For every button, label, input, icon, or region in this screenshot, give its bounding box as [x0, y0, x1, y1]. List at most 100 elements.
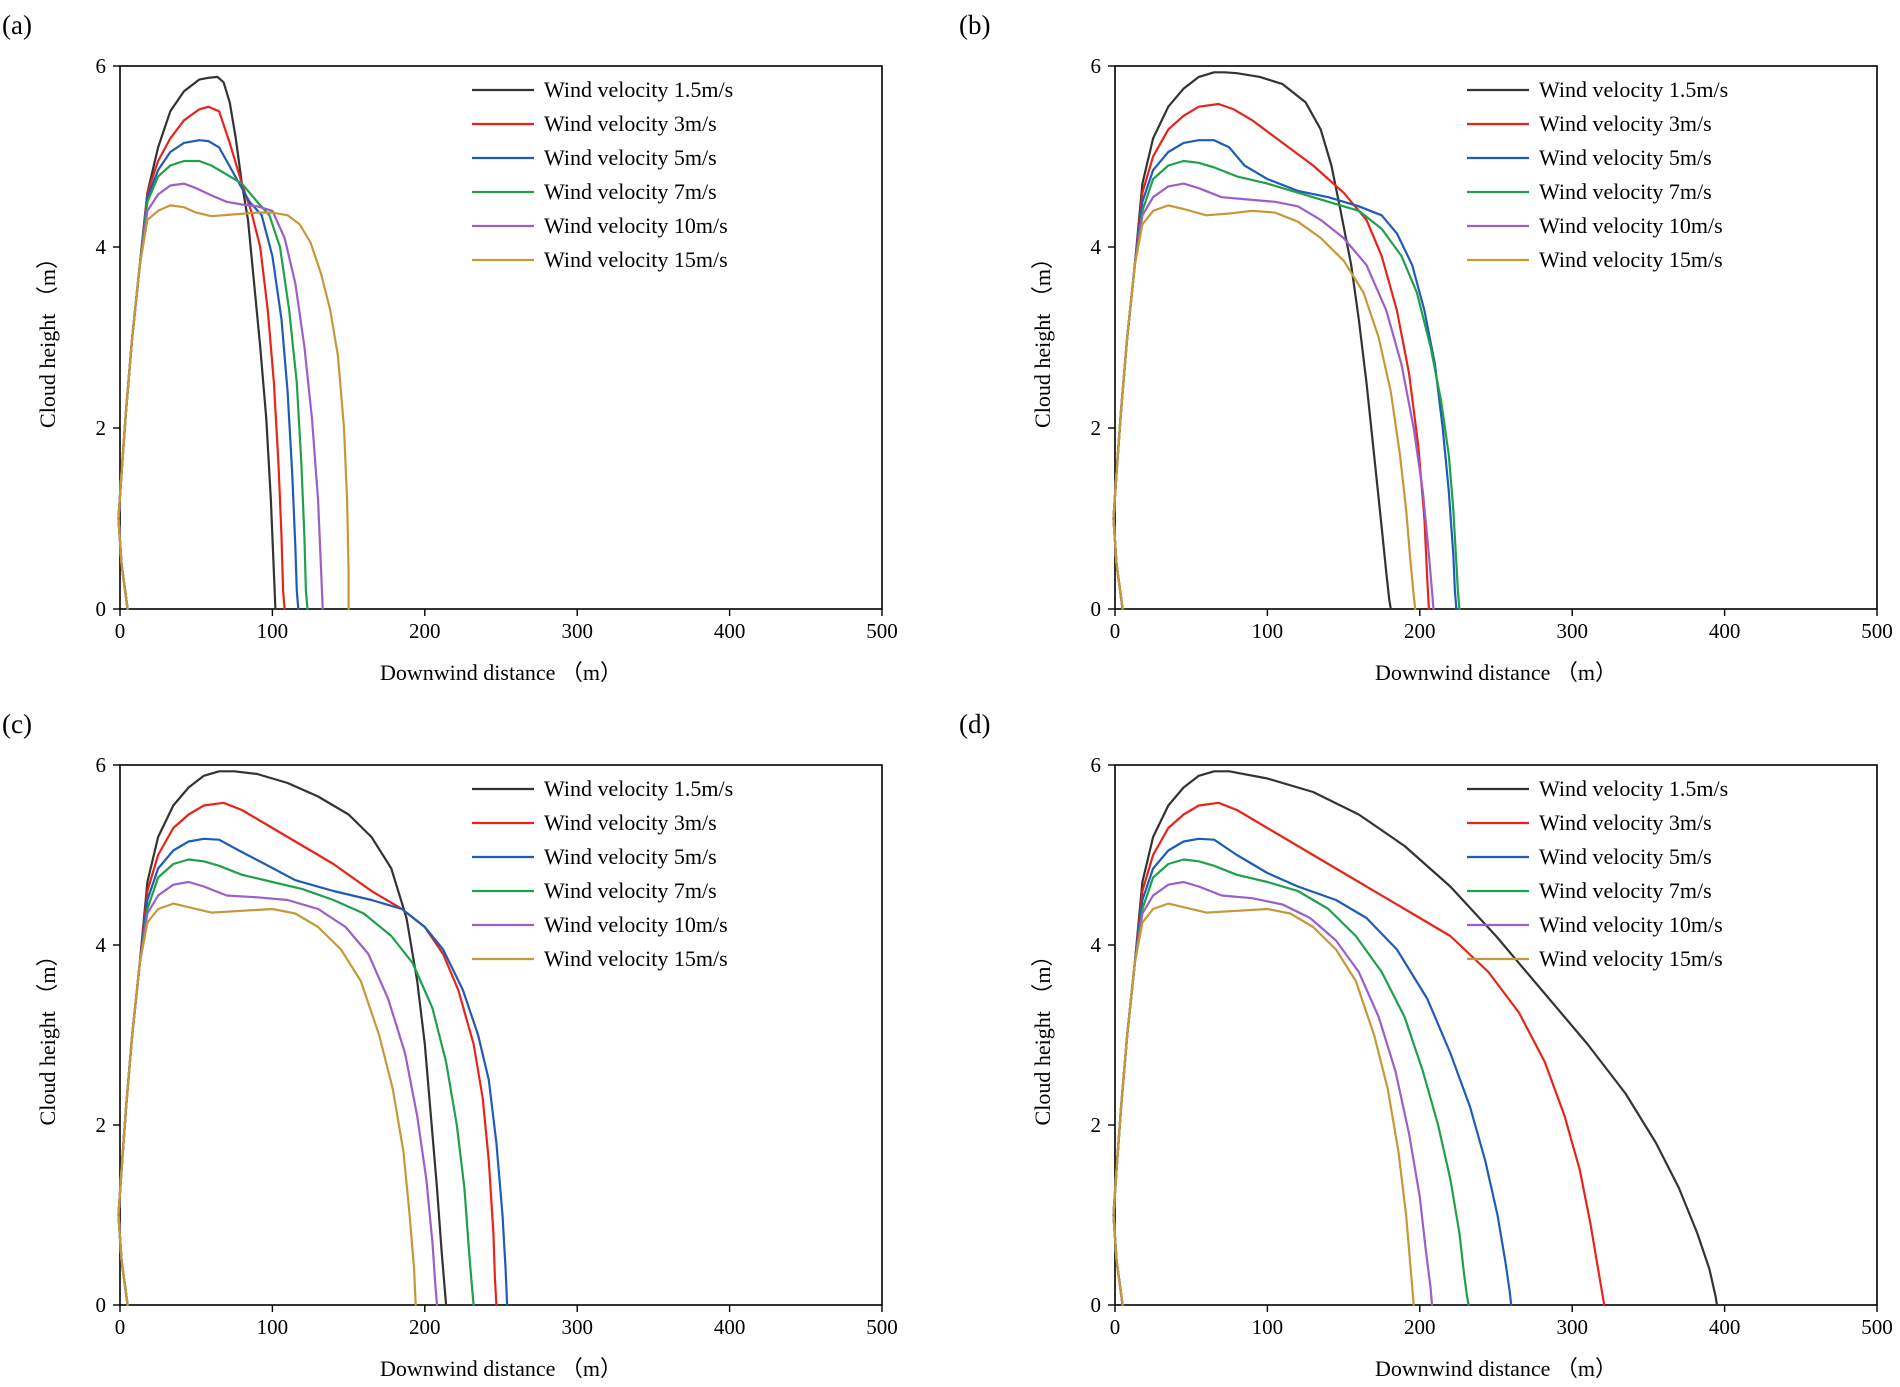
- x-tick-label: 300: [561, 619, 593, 643]
- chart-panel-b: (b) 0 100 200 300 400 500 0 2 4 6 Downwind distance…: [959, 10, 1893, 685]
- legend: Wind velocity 1.5m/s Wind velocity 3m/s Wi…: [1467, 77, 1728, 272]
- plot-frame: [1114, 65, 1878, 610]
- y-tick-label: 6: [96, 54, 107, 78]
- legend-label: Wind velocity 7m/s: [1539, 179, 1712, 204]
- y-axis-title: Cloud height （m）: [35, 247, 60, 428]
- x-tick-label: 0: [1110, 619, 1121, 643]
- series-line-5: [1112, 182, 1435, 610]
- legend-label: Wind velocity 7m/s: [544, 878, 717, 903]
- x-tick-label: 400: [714, 1315, 746, 1339]
- x-tick-label: 500: [866, 1315, 898, 1339]
- y-tick-label: 2: [96, 1113, 107, 1137]
- x-tick-label: 400: [1709, 1315, 1741, 1339]
- series-line-4: [1112, 159, 1461, 610]
- x-tick-label: 0: [115, 619, 126, 643]
- legend-label: Wind velocity 10m/s: [1539, 912, 1723, 937]
- x-axis-title: Downwind distance （m）: [380, 660, 622, 685]
- legend-label: Wind velocity 5m/s: [1539, 844, 1712, 869]
- x-tick-label: 0: [1110, 1315, 1121, 1339]
- y-tick-label: 0: [96, 1293, 107, 1317]
- legend: Wind velocity 1.5m/s Wind velocity 3m/s Wi…: [472, 77, 733, 272]
- series-line-4: [1112, 858, 1470, 1306]
- series-line-5: [1112, 880, 1434, 1306]
- legend-label: Wind velocity 7m/s: [1539, 878, 1712, 903]
- legend-label: Wind velocity 5m/s: [1539, 145, 1712, 170]
- x-tick-label: 100: [257, 619, 289, 643]
- legend: Wind velocity 1.5m/s Wind velocity 3m/s Wi…: [1467, 776, 1728, 971]
- legend-label: Wind velocity 15m/s: [544, 946, 728, 971]
- y-tick-label: 6: [96, 753, 107, 777]
- y-tick-label: 4: [96, 933, 107, 957]
- y-tick-label: 0: [1091, 1293, 1102, 1317]
- y-tick-label: 4: [1091, 933, 1102, 957]
- series-line-6: [1112, 902, 1415, 1306]
- legend-label: Wind velocity 3m/s: [544, 111, 717, 136]
- legend-label: Wind velocity 10m/s: [544, 213, 728, 238]
- panel-label: (d): [959, 709, 990, 739]
- x-axis-title: Downwind distance （m）: [1375, 660, 1617, 685]
- legend-label: Wind velocity 7m/s: [544, 179, 717, 204]
- panel-label: (c): [2, 709, 32, 739]
- x-tick-label: 200: [1404, 1315, 1436, 1339]
- series-line-4: [117, 858, 475, 1306]
- legend-label: Wind velocity 10m/s: [544, 912, 728, 937]
- series-line-6: [1112, 204, 1417, 610]
- y-tick-label: 6: [1091, 753, 1102, 777]
- y-tick-label: 0: [1091, 597, 1102, 621]
- y-tick-label: 2: [1091, 1113, 1102, 1137]
- y-tick-label: 2: [96, 416, 107, 440]
- x-axis-title: Downwind distance （m）: [380, 1356, 622, 1381]
- y-tick-label: 4: [96, 235, 107, 259]
- x-tick-label: 300: [1556, 619, 1588, 643]
- plot-frame: [1114, 764, 1878, 1306]
- series-group: [1112, 770, 1719, 1306]
- y-axis-title: Cloud height （m）: [1030, 247, 1055, 428]
- series-group: [117, 770, 509, 1306]
- chart-panel-a: (a) 0 100 200 300 400 500 0 2 4 6 Downwind distance…: [2, 10, 898, 685]
- legend-label: Wind velocity 1.5m/s: [1539, 77, 1728, 102]
- y-tick-label: 0: [96, 597, 107, 621]
- panel-label: (a): [2, 10, 32, 40]
- legend-label: Wind velocity 15m/s: [1539, 247, 1723, 272]
- series-line-3: [1112, 139, 1458, 610]
- series-line-1: [117, 75, 277, 610]
- x-tick-label: 500: [1861, 1315, 1893, 1339]
- legend-label: Wind velocity 10m/s: [1539, 213, 1723, 238]
- legend-label: Wind velocity 3m/s: [1539, 810, 1712, 835]
- series-line-3: [1112, 837, 1513, 1306]
- plot-frame: [119, 65, 883, 610]
- y-tick-label: 2: [1091, 416, 1102, 440]
- x-tick-label: 200: [409, 1315, 441, 1339]
- series-line-2: [1112, 801, 1606, 1306]
- legend-label: Wind velocity 15m/s: [1539, 946, 1723, 971]
- y-tick-label: 6: [1091, 54, 1102, 78]
- x-tick-label: 100: [1252, 619, 1284, 643]
- series-line-5: [117, 182, 324, 610]
- series-line-6: [117, 902, 417, 1306]
- legend-label: Wind velocity 5m/s: [544, 145, 717, 170]
- legend-label: Wind velocity 5m/s: [544, 844, 717, 869]
- series-line-2: [117, 105, 286, 610]
- x-tick-label: 100: [257, 1315, 289, 1339]
- x-tick-label: 400: [714, 619, 746, 643]
- y-axis-title: Cloud height （m）: [35, 945, 60, 1126]
- legend-label: Wind velocity 15m/s: [544, 247, 728, 272]
- chart-panel-c: (c) 0 100 200 300 400 500 0 2 4 6 Downwind distance…: [2, 709, 898, 1381]
- x-tick-label: 300: [1556, 1315, 1588, 1339]
- x-tick-label: 400: [1709, 619, 1741, 643]
- plot-frame: [119, 764, 883, 1306]
- chart-panel-d: (d) 0 100 200 300 400 500 0 2 4 6 Downwind distance…: [959, 709, 1893, 1381]
- x-tick-label: 300: [561, 1315, 593, 1339]
- panel-label: (b): [959, 10, 990, 40]
- x-tick-label: 500: [1861, 619, 1893, 643]
- legend: Wind velocity 1.5m/s Wind velocity 3m/s Wi…: [472, 776, 733, 971]
- x-axis-title: Downwind distance （m）: [1375, 1356, 1617, 1381]
- y-axis-title: Cloud height （m）: [1030, 945, 1055, 1126]
- legend-label: Wind velocity 3m/s: [1539, 111, 1712, 136]
- legend-label: Wind velocity 1.5m/s: [1539, 776, 1728, 801]
- series-line-1: [117, 770, 448, 1306]
- x-tick-label: 100: [1252, 1315, 1284, 1339]
- series-line-6: [117, 204, 350, 610]
- x-tick-label: 0: [115, 1315, 126, 1339]
